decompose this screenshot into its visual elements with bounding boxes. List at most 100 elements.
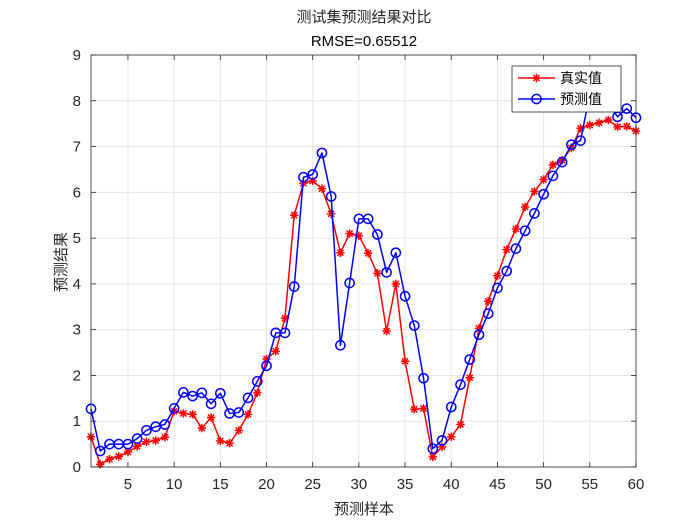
data-point <box>408 320 420 331</box>
data-point <box>131 433 143 444</box>
data-point <box>290 211 299 220</box>
data-point <box>122 438 134 450</box>
series-layer <box>85 81 642 469</box>
data-point <box>447 432 456 441</box>
data-point <box>575 135 586 146</box>
data-point <box>464 354 476 365</box>
data-point <box>197 423 207 433</box>
data-point <box>317 184 327 193</box>
y-axis-label: 预测结果 <box>52 232 70 292</box>
data-point <box>96 460 105 469</box>
x-tick-label: 15 <box>212 476 229 493</box>
data-point <box>298 171 309 183</box>
data-point <box>456 420 465 429</box>
y-tick-label: 5 <box>73 230 81 247</box>
data-point <box>455 379 466 390</box>
data-point <box>585 120 595 130</box>
data-point <box>501 265 513 277</box>
data-point <box>253 388 262 398</box>
data-point <box>142 437 151 447</box>
data-point <box>94 445 106 457</box>
data-point <box>325 191 337 202</box>
data-point <box>539 175 548 184</box>
data-point <box>307 169 319 180</box>
data-point <box>335 339 346 351</box>
data-point <box>400 357 410 366</box>
data-point <box>187 390 198 402</box>
data-point <box>288 281 300 292</box>
y-tick-label: 9 <box>73 47 81 64</box>
y-tick-label: 6 <box>73 184 81 201</box>
data-point <box>205 398 217 410</box>
data-point <box>428 452 437 462</box>
x-tick-label: 35 <box>397 476 414 493</box>
data-point <box>391 279 401 289</box>
data-point <box>418 372 429 384</box>
data-point <box>419 404 428 413</box>
x-tick-label: 40 <box>443 476 460 493</box>
data-point <box>502 245 511 254</box>
data-point <box>427 443 439 455</box>
data-point <box>529 208 540 219</box>
data-point <box>242 392 254 404</box>
data-point <box>390 247 402 259</box>
x-tick-label: 60 <box>628 476 645 493</box>
data-point <box>225 438 234 448</box>
y-tick-label: 4 <box>73 276 81 293</box>
data-point <box>336 248 345 257</box>
data-point <box>382 326 391 336</box>
series-2 <box>85 81 642 457</box>
data-point <box>114 452 123 461</box>
data-point <box>372 229 383 240</box>
x-tick-label: 50 <box>535 476 552 493</box>
data-point <box>547 170 559 182</box>
data-point <box>316 147 328 159</box>
data-point <box>594 118 604 127</box>
legend-entry: 预测值 <box>518 92 602 108</box>
data-point <box>613 122 622 132</box>
legend-box <box>511 65 622 113</box>
data-point <box>484 297 493 306</box>
x-axis-label: 预测样本 <box>334 500 394 518</box>
y-tick-label: 1 <box>73 413 81 430</box>
data-point <box>520 202 530 212</box>
y-tick-label: 2 <box>73 367 81 384</box>
y-tick-label: 8 <box>73 93 81 110</box>
data-point <box>373 269 382 278</box>
data-point <box>363 249 373 258</box>
data-point <box>493 271 502 280</box>
data-point <box>188 410 197 419</box>
data-point <box>530 187 539 196</box>
legend-label: 预测值 <box>560 92 602 108</box>
axes-frame <box>90 54 637 468</box>
data-point <box>565 139 577 151</box>
data-point <box>160 433 170 442</box>
data-point <box>519 225 531 237</box>
data-point <box>326 209 336 219</box>
data-point <box>141 425 152 436</box>
plot-background <box>91 55 636 467</box>
data-point <box>196 387 208 399</box>
data-point <box>538 188 549 200</box>
data-point <box>279 327 291 339</box>
axes-box <box>90 54 637 468</box>
y-tick-label: 0 <box>73 459 81 476</box>
data-point <box>548 160 558 170</box>
data-point <box>465 373 474 382</box>
data-point <box>271 346 280 356</box>
data-point <box>178 387 189 398</box>
data-point <box>251 376 263 387</box>
data-point <box>621 103 633 114</box>
data-point <box>445 401 457 413</box>
y-tick-label: 3 <box>73 322 81 339</box>
data-point <box>473 329 485 341</box>
data-point <box>510 243 522 254</box>
data-point <box>105 455 114 464</box>
data-point <box>233 407 245 418</box>
chart-subtitle: RMSE=0.65512 <box>311 33 417 50</box>
data-point <box>492 282 503 294</box>
data-point <box>216 436 225 446</box>
plot-area <box>91 55 636 467</box>
data-point <box>436 435 448 446</box>
